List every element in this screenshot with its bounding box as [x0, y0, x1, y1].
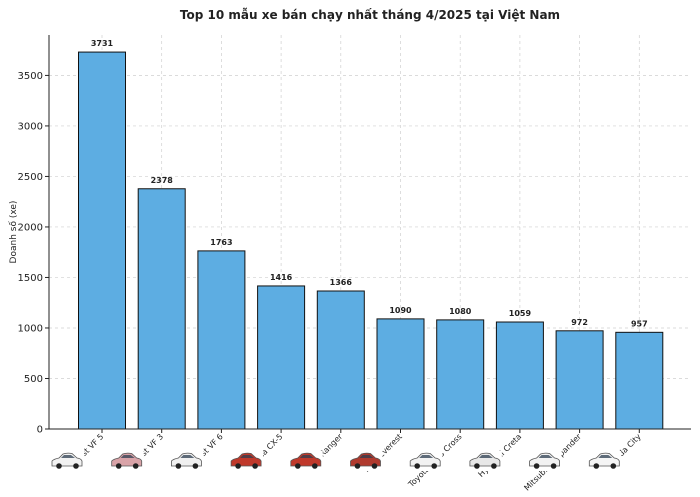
car-body-shape [51, 452, 83, 467]
car-body-shape [409, 452, 441, 467]
car-wheel-shape [312, 463, 318, 469]
y-tick-label: 1500 [18, 273, 43, 284]
data-label: 2378 [151, 176, 174, 185]
car-wheel-shape [491, 463, 497, 469]
car-wheel-shape [175, 463, 182, 469]
bar [376, 318, 425, 430]
car-wheel-shape [431, 463, 437, 469]
car-thumbnail-icon [109, 451, 144, 471]
data-label: 1366 [330, 278, 353, 287]
y-axis-label: Doanh số (xe) [8, 201, 19, 264]
bar [197, 250, 246, 430]
car-window-shape [598, 455, 613, 458]
y-tick-label: 2500 [18, 172, 43, 183]
car-body-shape [230, 452, 262, 467]
car-wheel-shape [550, 463, 557, 469]
car-wheel-shape [593, 463, 600, 469]
car-wheel-shape [132, 463, 139, 469]
car-thumbnail-icon [229, 451, 264, 471]
car-body-shape [350, 452, 381, 467]
car-wheel-shape [56, 463, 62, 469]
bar [257, 285, 306, 430]
y-tick-label: 3500 [18, 71, 43, 82]
car-thumbnail-icon [527, 451, 562, 471]
car-thumbnail-icon [587, 451, 622, 471]
car-wheel-shape [371, 463, 378, 469]
y-tick-label: 1000 [18, 323, 43, 334]
car-body-shape [290, 452, 322, 467]
bar [615, 331, 664, 430]
data-label: 1416 [270, 273, 293, 282]
chart-title: Top 10 mẫu xe bán chạy nhất tháng 4/2025… [180, 8, 560, 22]
data-label: 3731 [91, 39, 114, 48]
bar [495, 321, 544, 430]
bar [555, 330, 604, 430]
car-thumbnail-icon [348, 451, 383, 471]
car-wheel-shape [115, 463, 122, 469]
data-label: 1090 [389, 306, 412, 315]
car-wheel-shape [354, 463, 361, 469]
y-tick-label: 2000 [18, 222, 43, 233]
car-window-shape [359, 455, 374, 458]
car-window-shape [61, 455, 75, 458]
car-window-shape [120, 455, 135, 458]
car-window-shape [240, 455, 255, 458]
car-window-shape [299, 455, 314, 458]
car-wheel-shape [610, 463, 617, 469]
car-window-shape [419, 455, 434, 458]
car-wheel-shape [73, 463, 79, 469]
car-wheel-shape [235, 463, 241, 469]
bar [78, 51, 126, 430]
car-window-shape [180, 455, 195, 458]
y-tick-label: 0 [37, 425, 43, 436]
car-body-shape [529, 452, 560, 467]
car-thumbnail-icon [467, 451, 502, 471]
data-label: 972 [571, 318, 588, 327]
car-body-shape [170, 452, 202, 467]
plot-area: 0 500 1000 1500 2000 2500 3000 3500 3731 2378 1763… [18, 35, 691, 493]
car-body-shape [469, 452, 501, 467]
bar [316, 290, 365, 430]
bar [436, 319, 485, 430]
car-thumbnail-icon [50, 451, 84, 471]
car-wheel-shape [252, 463, 258, 469]
car-thumbnail-icon [169, 451, 204, 471]
y-tick-label: 3000 [18, 121, 43, 132]
data-label: 1059 [509, 309, 532, 318]
car-thumbnail-icon [408, 451, 443, 471]
car-wheel-shape [474, 463, 480, 469]
y-tick-label: 500 [24, 374, 43, 385]
data-label: 1763 [210, 238, 232, 247]
car-body-shape [588, 452, 620, 467]
car-wheel-shape [533, 463, 540, 469]
car-body-shape [111, 452, 143, 467]
car-wheel-shape [192, 463, 199, 469]
car-wheel-shape [295, 463, 301, 469]
car-wheel-shape [414, 463, 420, 469]
data-label: 957 [631, 319, 648, 328]
car-window-shape [478, 455, 493, 458]
data-label: 1080 [449, 307, 472, 316]
bar [137, 188, 186, 430]
car-window-shape [538, 455, 553, 458]
car-thumbnail-icon [288, 451, 323, 471]
